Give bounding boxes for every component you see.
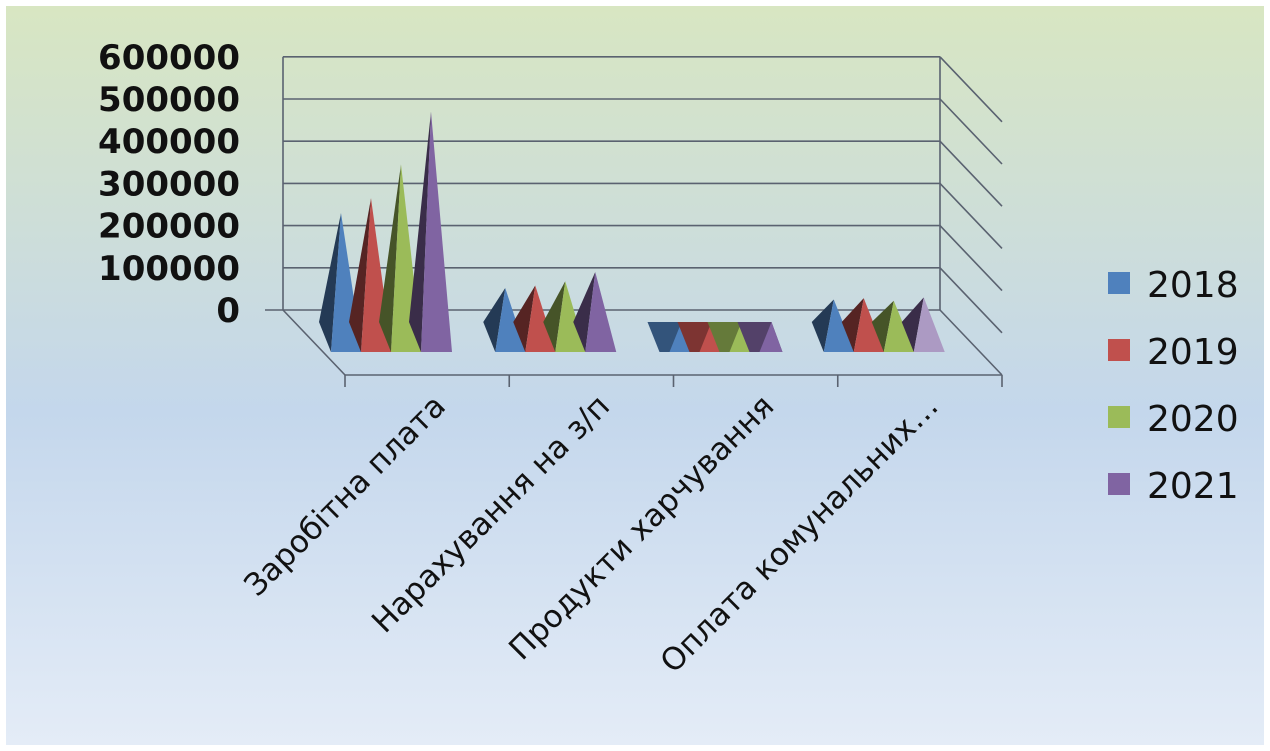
y-tick-label: 600000 [98, 38, 240, 78]
legend-label-2019: 2019 [1147, 332, 1239, 373]
pyramid-left-face [349, 198, 371, 352]
legend-label-2018: 2018 [1147, 265, 1239, 306]
pyramid-left-face [901, 297, 924, 352]
legend-label-2021: 2021 [1147, 466, 1239, 507]
pyramid-2021-2 [573, 272, 617, 352]
pyramid-2020-4 [871, 300, 915, 352]
data-marks [319, 111, 945, 352]
y-tick-label: 100000 [98, 249, 240, 289]
pyramid-left-face [543, 281, 566, 352]
pyramid-front-face [525, 285, 557, 352]
side-gridline [939, 140, 1003, 207]
y-tick-label: 300000 [98, 164, 240, 204]
legend-swatch-2020 [1108, 406, 1130, 428]
pyramid-left-face [379, 164, 401, 352]
legend-swatch-2021 [1108, 473, 1130, 495]
side-gridline [939, 56, 1003, 123]
legend-swatch-2019 [1108, 339, 1130, 361]
pyramid-left-face [513, 285, 536, 352]
pyramid-front-face [853, 298, 885, 352]
legend-label-2020: 2020 [1147, 399, 1239, 440]
side-gridline [939, 267, 1003, 334]
pyramid-left-face [871, 300, 894, 352]
y-tick-label: 400000 [98, 122, 240, 162]
floor-left-edge [282, 309, 346, 376]
y-tick-label: 200000 [98, 207, 240, 247]
pyramid-2021-1 [409, 111, 452, 352]
pyramid-front-face [913, 297, 945, 352]
pyramid-front-face [759, 322, 783, 352]
pyramid-left-face [483, 288, 506, 352]
pyramid-2018-2 [483, 288, 527, 352]
legend: 2018 2019 2020 2021 [1108, 265, 1239, 507]
y-tick-label: 500000 [98, 80, 240, 120]
pyramid-front-face [421, 111, 452, 352]
pyramid-left-face [811, 299, 834, 352]
pyramid-front-face [883, 300, 915, 352]
pyramid-2021-3 [737, 322, 783, 352]
side-gridline [939, 182, 1003, 249]
y-tick-label: 0 [216, 291, 240, 331]
pyramid-left-face [841, 298, 864, 352]
pyramid-2021-4 [901, 297, 945, 352]
pyramid-2018-4 [811, 299, 855, 352]
pyramid-front-face [585, 272, 617, 352]
side-gridline [939, 98, 1003, 165]
pyramid-2019-4 [841, 298, 885, 352]
pyramid-left-face [573, 272, 596, 352]
side-gridline [939, 309, 1003, 376]
pyramid-left-face [319, 212, 341, 352]
side-gridline [939, 225, 1003, 292]
pyramid-left-face [409, 111, 431, 352]
pyramid-front-face [823, 299, 855, 352]
legend-swatch-2018 [1108, 272, 1130, 294]
pyramid-front-face [495, 288, 527, 352]
pyramid-2019-2 [513, 285, 557, 352]
